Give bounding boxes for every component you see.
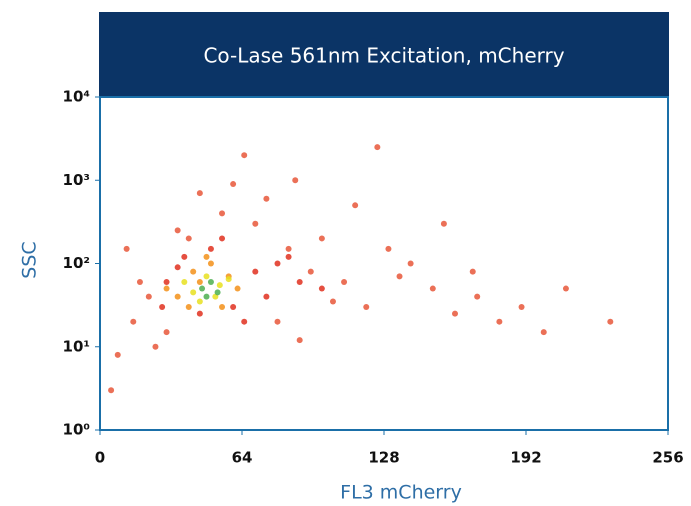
point (285, 245, 292, 252)
x-tick-label: 192 (510, 449, 541, 467)
point (241, 152, 248, 159)
point (207, 245, 214, 252)
point (241, 318, 248, 325)
point (163, 329, 170, 336)
point (562, 285, 569, 292)
x-axis-label: FL3 mCherry (340, 482, 462, 504)
y-tick-label: 10⁴ (63, 88, 90, 106)
x-tick-label: 256 (652, 449, 683, 467)
y-axis-label: SSC (19, 241, 41, 278)
point (159, 304, 166, 311)
point (452, 310, 458, 317)
point (307, 268, 314, 275)
point (329, 298, 336, 305)
point (181, 253, 188, 260)
point (374, 144, 381, 151)
point (234, 285, 241, 292)
point (341, 278, 348, 285)
point (407, 260, 414, 267)
point (130, 318, 137, 325)
plot-area (99, 96, 669, 431)
y-tick-label: 10¹ (63, 337, 90, 355)
point (274, 318, 281, 325)
point (496, 318, 503, 325)
point (174, 264, 181, 271)
point (474, 293, 481, 300)
point (196, 278, 203, 285)
point (145, 293, 152, 300)
point (230, 181, 237, 188)
point (207, 260, 214, 267)
point (219, 210, 226, 217)
point (216, 282, 223, 289)
point (199, 285, 206, 292)
point (274, 260, 281, 267)
point (219, 304, 226, 311)
point (225, 276, 232, 283)
point (263, 195, 270, 202)
point (181, 278, 188, 285)
point (196, 298, 203, 305)
point (469, 268, 476, 275)
point (190, 268, 197, 275)
y-tick-label: 10² (63, 254, 90, 272)
point (252, 268, 259, 275)
point (318, 285, 325, 292)
point (123, 245, 130, 252)
point (263, 293, 270, 300)
point (292, 177, 299, 184)
point (163, 285, 170, 292)
point (203, 253, 210, 260)
point (163, 278, 170, 285)
point (152, 343, 159, 350)
point (196, 190, 203, 197)
point (440, 220, 447, 227)
point (230, 304, 237, 311)
x-tick-label: 64 (232, 449, 253, 467)
point (252, 220, 259, 227)
point (207, 278, 214, 285)
point (136, 278, 143, 285)
point (214, 289, 221, 296)
point (296, 337, 303, 344)
title-band (99, 12, 669, 97)
y-tick-label: 10³ (63, 171, 90, 189)
point (196, 310, 203, 317)
point (185, 304, 192, 311)
x-tick-label: 0 (95, 449, 105, 467)
point (396, 273, 403, 280)
point (607, 318, 614, 325)
point (363, 304, 370, 311)
point (190, 289, 197, 296)
point (352, 202, 359, 209)
y-tick-label: 10⁰ (63, 421, 90, 439)
point (518, 304, 525, 311)
point (185, 235, 192, 242)
point (219, 235, 226, 242)
point (540, 329, 547, 336)
point (108, 387, 115, 394)
point (203, 273, 210, 280)
point (114, 351, 121, 358)
point (174, 227, 181, 234)
point (429, 285, 436, 292)
point (296, 278, 303, 285)
point (174, 293, 181, 300)
point (203, 293, 210, 300)
x-tick-label: 128 (368, 449, 399, 467)
point (318, 235, 325, 242)
chart-title: Co-Lase 561nm Excitation, mCherry (203, 44, 564, 68)
point (385, 245, 392, 252)
point (285, 253, 292, 260)
